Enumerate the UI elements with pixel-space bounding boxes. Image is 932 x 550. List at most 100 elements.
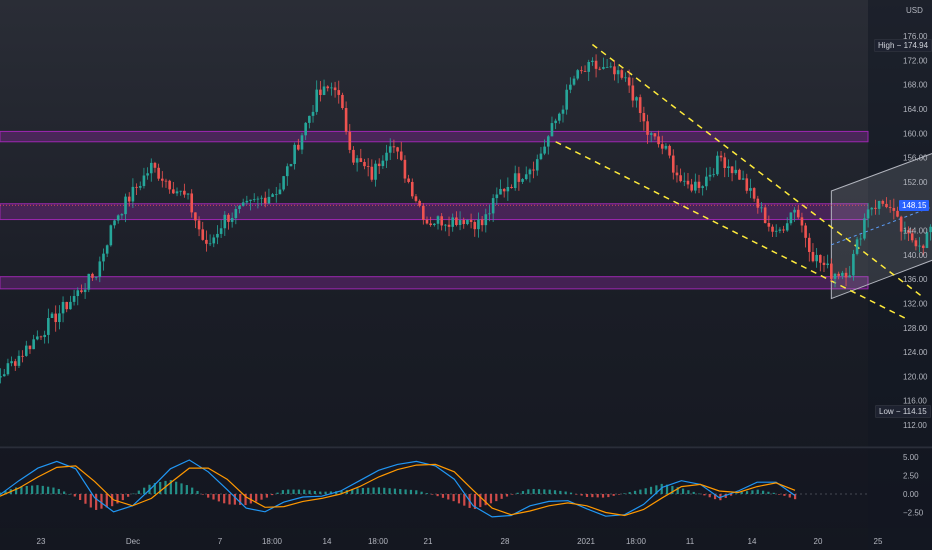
candle[interactable]: [381, 160, 385, 167]
candle[interactable]: [322, 86, 326, 95]
candle[interactable]: [822, 262, 826, 265]
candle[interactable]: [410, 181, 414, 197]
candle[interactable]: [466, 219, 469, 225]
candle[interactable]: [624, 77, 627, 79]
candle[interactable]: [774, 230, 778, 232]
candle[interactable]: [752, 188, 756, 199]
candle[interactable]: [76, 290, 80, 297]
candle[interactable]: [635, 97, 638, 101]
candle[interactable]: [47, 318, 50, 335]
candle[interactable]: [594, 60, 598, 69]
candle[interactable]: [550, 123, 554, 137]
candle[interactable]: [591, 60, 594, 63]
candle[interactable]: [760, 207, 763, 209]
candle[interactable]: [72, 296, 76, 302]
candle[interactable]: [653, 133, 657, 137]
candle[interactable]: [388, 146, 392, 153]
candle[interactable]: [528, 169, 532, 175]
candle[interactable]: [683, 180, 686, 182]
candle[interactable]: [197, 220, 201, 230]
candle[interactable]: [734, 169, 738, 174]
candle[interactable]: [116, 215, 120, 221]
candle[interactable]: [782, 229, 785, 231]
candle[interactable]: [907, 230, 910, 234]
candle[interactable]: [918, 245, 921, 247]
candle[interactable]: [462, 220, 466, 225]
candle[interactable]: [208, 243, 212, 245]
candle[interactable]: [168, 180, 171, 190]
candle[interactable]: [444, 224, 447, 226]
candle[interactable]: [484, 214, 488, 226]
candle[interactable]: [675, 172, 679, 176]
candle[interactable]: [690, 184, 693, 191]
support-zone[interactable]: [0, 276, 869, 290]
candle[interactable]: [668, 145, 671, 156]
candle[interactable]: [532, 169, 535, 171]
candle[interactable]: [881, 200, 885, 204]
candle[interactable]: [800, 217, 804, 226]
candle[interactable]: [396, 147, 399, 152]
candle[interactable]: [524, 174, 528, 180]
candle[interactable]: [359, 158, 363, 162]
candle[interactable]: [910, 233, 914, 241]
candle[interactable]: [844, 272, 848, 278]
candle[interactable]: [161, 178, 164, 181]
candle[interactable]: [565, 89, 568, 110]
candle[interactable]: [841, 272, 844, 276]
candle[interactable]: [502, 188, 506, 192]
candle[interactable]: [440, 216, 443, 226]
candle[interactable]: [793, 209, 796, 213]
candle[interactable]: [580, 70, 583, 72]
candle[interactable]: [297, 144, 300, 150]
candle[interactable]: [723, 157, 727, 168]
candle[interactable]: [124, 196, 127, 215]
candle[interactable]: [13, 361, 17, 366]
candle[interactable]: [767, 223, 771, 227]
candle[interactable]: [679, 175, 682, 182]
candle[interactable]: [223, 214, 227, 229]
candle[interactable]: [98, 261, 102, 277]
candle[interactable]: [826, 263, 829, 265]
candle[interactable]: [903, 230, 907, 232]
candle[interactable]: [83, 289, 87, 293]
candle[interactable]: [263, 197, 267, 204]
candle[interactable]: [447, 224, 451, 227]
candle[interactable]: [870, 207, 874, 210]
candle[interactable]: [638, 97, 642, 113]
candle[interactable]: [807, 237, 811, 252]
candle[interactable]: [109, 225, 113, 246]
candle[interactable]: [925, 232, 929, 248]
candle[interactable]: [135, 186, 138, 188]
resistance-zone[interactable]: [0, 130, 869, 143]
candle[interactable]: [425, 219, 429, 224]
candle[interactable]: [554, 120, 557, 124]
candle[interactable]: [613, 66, 616, 75]
candle[interactable]: [778, 229, 782, 231]
candle[interactable]: [605, 67, 609, 68]
candle[interactable]: [94, 276, 98, 278]
candle[interactable]: [87, 273, 91, 290]
candle[interactable]: [330, 87, 333, 89]
candle[interactable]: [337, 90, 341, 95]
candle[interactable]: [701, 186, 704, 188]
candle[interactable]: [61, 301, 65, 314]
candle[interactable]: [587, 62, 591, 72]
candle[interactable]: [363, 161, 366, 167]
candle[interactable]: [719, 155, 723, 158]
candle[interactable]: [499, 188, 502, 195]
candle[interactable]: [105, 245, 109, 254]
candle[interactable]: [304, 122, 307, 136]
candle[interactable]: [43, 334, 46, 338]
candle[interactable]: [730, 166, 734, 174]
candle[interactable]: [510, 186, 513, 189]
candle[interactable]: [433, 223, 436, 226]
candle[interactable]: [756, 198, 760, 208]
candle[interactable]: [539, 153, 543, 160]
candle[interactable]: [458, 220, 462, 225]
candle[interactable]: [341, 94, 344, 109]
candle[interactable]: [852, 253, 855, 276]
candle[interactable]: [616, 70, 620, 75]
candle[interactable]: [366, 166, 370, 167]
